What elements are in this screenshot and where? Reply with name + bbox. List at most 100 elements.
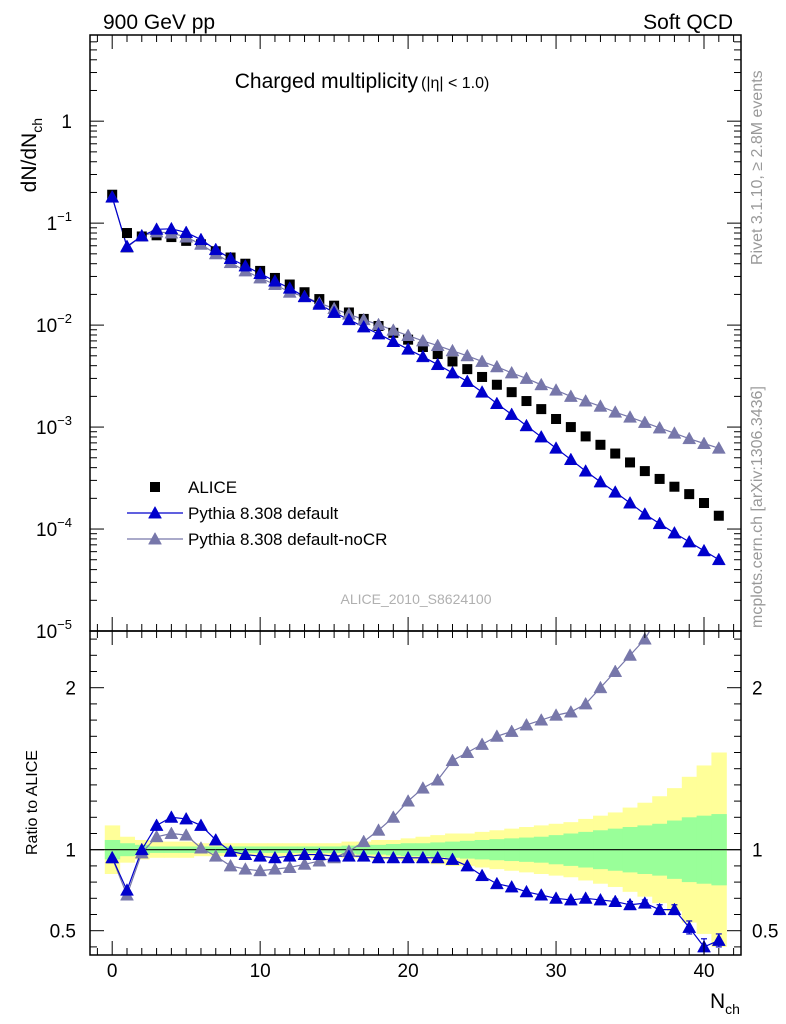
ratio-y-tick-label: 0.5 — [50, 922, 76, 943]
nocr-point — [549, 383, 563, 396]
ratio-default-point — [652, 902, 667, 916]
ylabel-sub: ch — [29, 118, 45, 133]
alice-point — [639, 466, 650, 477]
x-tick-label: 40 — [693, 961, 714, 982]
default-point — [223, 251, 238, 264]
ratio-default-point — [297, 847, 312, 861]
ratio-nocr-point — [223, 858, 238, 872]
alice-point — [447, 356, 458, 367]
nocr-point — [445, 343, 460, 357]
alice-point — [536, 404, 547, 415]
default-point — [489, 396, 504, 410]
ratio-nocr-point — [578, 696, 593, 710]
ratio-nocr-point — [445, 753, 460, 767]
ylabel-main: dN/dN — [18, 133, 41, 193]
ratio-y-tick-label-right: 2 — [752, 679, 763, 700]
y-tick-label: 10−3 — [36, 413, 72, 439]
default-point — [341, 312, 356, 326]
legend-nocr-label: Pythia 8.308 default-noCR — [188, 530, 387, 549]
ratio-default-point — [711, 933, 726, 946]
alice-point — [462, 364, 473, 375]
default-point — [430, 357, 445, 371]
ratio-default-point — [327, 849, 342, 862]
nocr-point — [475, 354, 490, 367]
ratio-ylabel: Ratio to ALICE — [24, 750, 41, 855]
ratio-nocr-point — [208, 849, 223, 862]
ratio-default-point — [312, 847, 327, 861]
alice-point — [121, 228, 132, 239]
nocr-point — [504, 365, 519, 379]
ratio-nocr-point — [637, 632, 652, 645]
ratio-default-point — [238, 847, 253, 861]
ratio-default-point — [268, 850, 282, 864]
x-tick-label: 30 — [545, 961, 566, 982]
ratio-nocr-point — [563, 704, 578, 718]
default-point — [608, 485, 623, 498]
ratio-nocr-point — [356, 834, 371, 848]
nocr-line — [111, 196, 719, 449]
alice-point — [654, 473, 665, 484]
ratio-nocr-point — [312, 854, 327, 867]
main-title: Charged multiplicity — [235, 70, 419, 93]
ratio-nocr-point — [549, 708, 563, 721]
default-point — [445, 365, 460, 379]
ratio-default-point — [534, 888, 549, 901]
default-point — [460, 374, 475, 387]
ratio-nocr-point — [593, 680, 608, 694]
legend-alice-label: ALICE — [188, 478, 237, 497]
default-point — [475, 385, 490, 398]
default-point — [593, 474, 608, 488]
default-point — [563, 452, 578, 466]
ratio-default-point — [386, 850, 401, 864]
alice-point — [595, 439, 606, 450]
ratio-default-point — [401, 850, 416, 864]
ratio-nocr-point — [253, 863, 268, 877]
ratio-default-point — [149, 818, 164, 831]
default-point — [415, 349, 430, 363]
ratio-nocr-point — [608, 664, 623, 677]
nocr-point — [489, 359, 504, 373]
alice-point — [610, 448, 621, 459]
legend-alice-marker — [150, 482, 160, 492]
ratio-nocr-point — [475, 737, 490, 750]
ratio-default-point — [371, 850, 386, 864]
ratio-nocr-point — [415, 781, 430, 794]
nocr-point — [608, 405, 623, 418]
ratio-default-point — [682, 920, 697, 933]
default-point — [578, 464, 593, 477]
default-point — [652, 516, 667, 530]
nocr-point — [460, 348, 475, 362]
default-point — [149, 222, 164, 235]
alice-point — [580, 431, 591, 442]
ratio-nocr-point — [683, 552, 696, 564]
alice-point — [551, 413, 562, 424]
default-point — [519, 418, 534, 432]
ratio-y-tick-label: 1 — [65, 841, 76, 862]
default-point — [268, 274, 282, 287]
ratio-y-tick-label-right: 0.5 — [752, 922, 778, 943]
default-point — [253, 266, 268, 280]
header-left: 900 GeV pp — [103, 11, 215, 34]
default-point — [697, 543, 711, 557]
default-point — [282, 281, 297, 294]
ratio-default-point — [164, 810, 179, 823]
ratio-nocr-point — [194, 841, 208, 854]
ratio-default-point — [430, 850, 445, 864]
ratio-default-point — [593, 892, 608, 906]
nocr-point — [519, 371, 534, 384]
ratio-default-point — [179, 811, 194, 825]
ratio-nocr-point — [460, 745, 475, 758]
y-tick-label: 1−1 — [47, 209, 72, 235]
default-point — [682, 534, 697, 548]
ratio-nocr-point — [519, 717, 534, 731]
ratio-default-point — [608, 894, 623, 907]
ratio-default-point — [134, 842, 149, 856]
ratio-nocr-point — [268, 862, 282, 875]
alice-point — [521, 396, 532, 407]
ratio-panel: 0 10 20 30 40 0.5 0.5 1 1 2 2 Ratio to ALICE Nch — [24, 552, 778, 1017]
y-tick-label: 1 — [61, 112, 72, 133]
ratio-default-point — [282, 849, 297, 862]
nocr-point — [697, 436, 711, 449]
ratio-default-point — [105, 850, 120, 864]
ratio-nocr-point — [668, 584, 681, 596]
